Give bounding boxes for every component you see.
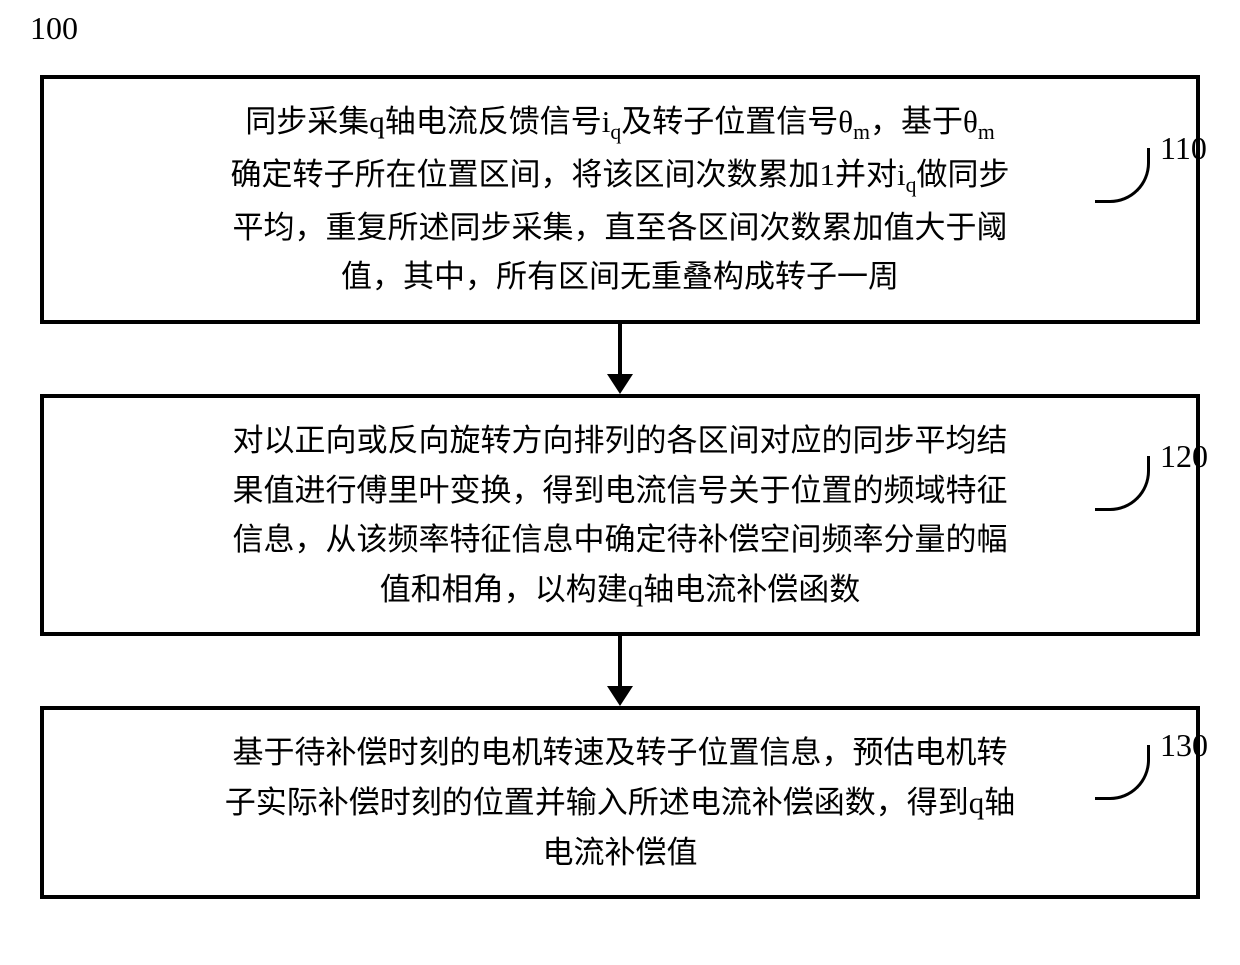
- flowchart-arrow: [40, 636, 1200, 706]
- flowchart-container: 同步采集q轴电流反馈信号iq及转子位置信号θm，基于θm 确定转子所在位置区间，…: [40, 75, 1200, 899]
- step-text: 基于待补偿时刻的电机转速及转子位置信息，预估电机转 子实际补偿时刻的位置并输入所…: [225, 735, 1016, 869]
- step-text: 对以正向或反向旋转方向排列的各区间对应的同步平均结 果值进行傅里叶变换，得到电流…: [233, 423, 1008, 607]
- step-label-130: 130: [1160, 727, 1208, 764]
- step-text: 同步采集q轴电流反馈信号iq及转子位置信号θm，基于θm 确定转子所在位置区间，…: [231, 104, 1010, 294]
- flowchart-step-120: 对以正向或反向旋转方向排列的各区间对应的同步平均结 果值进行傅里叶变换，得到电流…: [40, 394, 1200, 636]
- flowchart-step-130: 基于待补偿时刻的电机转速及转子位置信息，预估电机转 子实际补偿时刻的位置并输入所…: [40, 706, 1200, 899]
- figure-number-label: 100: [30, 10, 78, 47]
- flowchart-arrow: [40, 324, 1200, 394]
- flowchart-step-110: 同步采集q轴电流反馈信号iq及转子位置信号θm，基于θm 确定转子所在位置区间，…: [40, 75, 1200, 324]
- step-label-110: 110: [1160, 130, 1207, 167]
- step-label-120: 120: [1160, 438, 1208, 475]
